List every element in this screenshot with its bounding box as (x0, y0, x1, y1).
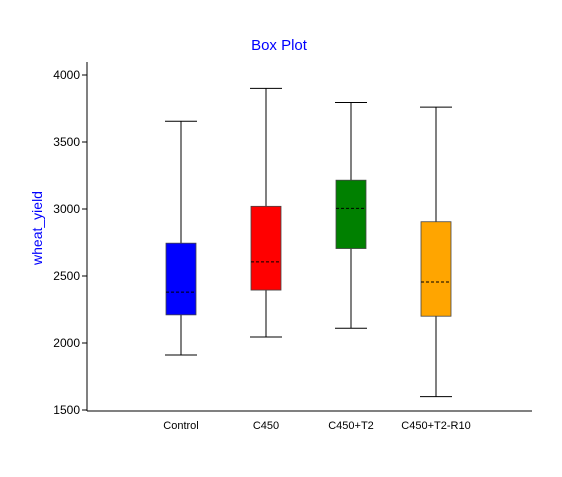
y-tick-label: 1500 (53, 403, 80, 417)
iqr-box (250, 205, 282, 291)
x-tick-label: C450+T2 (328, 420, 374, 432)
box-control (165, 120, 197, 356)
box-c450-t2-r10 (420, 106, 452, 398)
x-tick-label: C450+T2-R10 (401, 420, 470, 432)
iqr-box (335, 179, 367, 249)
y-tick-label: 3500 (53, 135, 80, 149)
chart-title: Box Plot (251, 37, 308, 54)
y-tick-label: 4000 (53, 68, 80, 82)
y-tick-label: 2500 (53, 269, 80, 283)
x-tick-label: C450 (253, 420, 279, 432)
y-axis-label: wheat_yield (29, 191, 45, 266)
box-c450-t2 (335, 101, 367, 329)
x-tick-label: Control (163, 420, 198, 432)
iqr-box (165, 242, 197, 316)
y-tick-label: 2000 (53, 336, 80, 350)
y-tick-label: 3000 (53, 202, 80, 216)
box-c450 (250, 87, 282, 338)
iqr-box (420, 221, 452, 317)
